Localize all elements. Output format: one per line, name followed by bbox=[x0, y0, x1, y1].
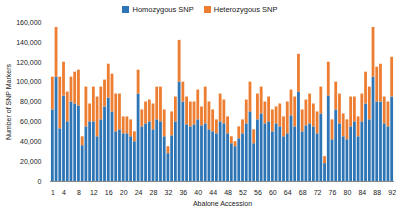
svg-text:28: 28 bbox=[150, 189, 158, 196]
svg-text:160,000: 160,000 bbox=[16, 19, 41, 26]
svg-text:12: 12 bbox=[90, 189, 98, 196]
svg-text:88: 88 bbox=[373, 189, 381, 196]
svg-text:80,000: 80,000 bbox=[20, 98, 42, 105]
html-text:Heterozygous SNP: Heterozygous SNP bbox=[213, 4, 278, 14]
svg-text:32: 32 bbox=[165, 189, 173, 196]
svg-text:64: 64 bbox=[284, 189, 292, 196]
svg-text:16: 16 bbox=[105, 189, 113, 196]
svg-text:52: 52 bbox=[239, 189, 247, 196]
svg-text:80: 80 bbox=[344, 189, 352, 196]
svg-text:60,000: 60,000 bbox=[20, 118, 42, 125]
svg-text:68: 68 bbox=[299, 189, 307, 196]
svg-text:24: 24 bbox=[135, 189, 143, 196]
svg-text:56: 56 bbox=[254, 189, 262, 196]
svg-text:20,000: 20,000 bbox=[20, 158, 42, 165]
svg-text:Abalone Accession: Abalone Accession bbox=[193, 200, 252, 207]
html-text:Homozygous SNP: Homozygous SNP bbox=[132, 4, 194, 14]
svg-text:84: 84 bbox=[358, 189, 366, 196]
svg-text:72: 72 bbox=[314, 189, 322, 196]
svg-text:40: 40 bbox=[194, 189, 202, 196]
svg-text:120,000: 120,000 bbox=[16, 58, 41, 65]
svg-text:36: 36 bbox=[179, 189, 187, 196]
svg-text:100,000: 100,000 bbox=[16, 78, 41, 85]
svg-text:8: 8 bbox=[77, 189, 81, 196]
svg-text:1: 1 bbox=[51, 189, 55, 196]
svg-text:92: 92 bbox=[388, 189, 396, 196]
svg-text:76: 76 bbox=[329, 189, 337, 196]
svg-text:40,000: 40,000 bbox=[20, 138, 42, 145]
svg-text:0: 0 bbox=[38, 178, 42, 185]
svg-text:4: 4 bbox=[62, 189, 66, 196]
svg-text:60: 60 bbox=[269, 189, 277, 196]
svg-text:44: 44 bbox=[209, 189, 217, 196]
svg-text:Number of SNP Markers: Number of SNP Markers bbox=[5, 63, 12, 140]
svg-text:140,000: 140,000 bbox=[16, 39, 41, 46]
svg-text:48: 48 bbox=[224, 189, 232, 196]
svg-text:20: 20 bbox=[120, 189, 128, 196]
